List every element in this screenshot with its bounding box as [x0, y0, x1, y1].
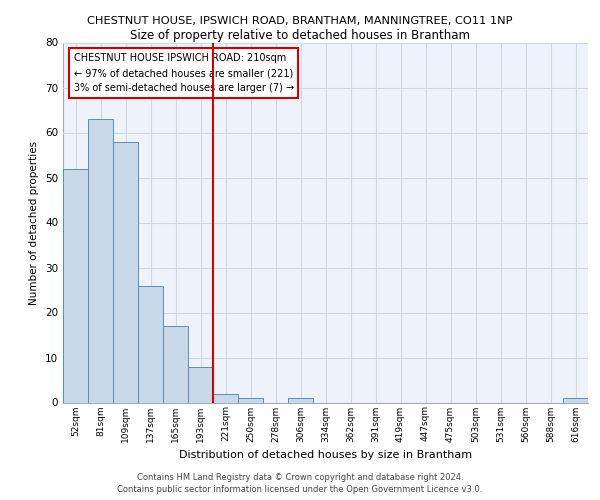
Text: Size of property relative to detached houses in Brantham: Size of property relative to detached ho…: [130, 29, 470, 42]
Bar: [88, 119, 113, 403]
Bar: [213, 394, 238, 402]
Bar: [238, 398, 263, 402]
Bar: [163, 326, 188, 402]
Text: Contains HM Land Registry data © Crown copyright and database right 2024.
Contai: Contains HM Land Registry data © Crown c…: [118, 472, 482, 494]
Bar: [288, 398, 313, 402]
Bar: [113, 142, 138, 402]
Bar: [563, 398, 588, 402]
Bar: [138, 286, 163, 403]
Text: CHESTNUT HOUSE, IPSWICH ROAD, BRANTHAM, MANNINGTREE, CO11 1NP: CHESTNUT HOUSE, IPSWICH ROAD, BRANTHAM, …: [87, 16, 513, 26]
Y-axis label: Number of detached properties: Number of detached properties: [29, 140, 40, 304]
Text: CHESTNUT HOUSE IPSWICH ROAD: 210sqm
← 97% of detached houses are smaller (221)
3: CHESTNUT HOUSE IPSWICH ROAD: 210sqm ← 97…: [74, 54, 293, 93]
Bar: [188, 366, 213, 402]
Bar: [63, 168, 88, 402]
X-axis label: Distribution of detached houses by size in Brantham: Distribution of detached houses by size …: [179, 450, 472, 460]
